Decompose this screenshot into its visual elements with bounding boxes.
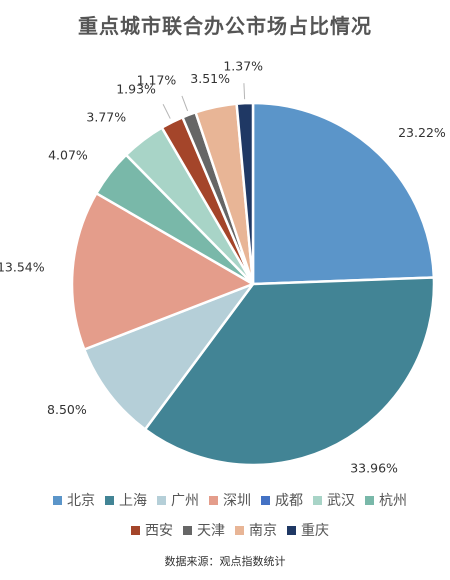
legend-item-成都: 成都	[261, 490, 303, 510]
legend-label: 广州	[171, 493, 199, 509]
leader-line-重庆	[243, 83, 246, 100]
pie-slice-重庆	[235, 101, 255, 286]
legend-swatch	[365, 495, 374, 505]
legend-label: 重庆	[301, 523, 329, 539]
pie-chart: 23.22%33.96%8.50%13.54%4.07%3.77%1.93%1.…	[0, 59, 446, 476]
slice-label-天津: 1.17%	[137, 73, 177, 88]
slice-label-上海: 33.96%	[350, 461, 398, 476]
legend-swatch	[235, 525, 244, 535]
legend-item-北京: 北京	[53, 490, 95, 510]
leader-line-西安	[162, 104, 171, 119]
legend-swatch	[209, 495, 218, 505]
slice-label-广州: 8.50%	[47, 402, 87, 417]
pie-slice-广州	[83, 282, 255, 431]
legend-item-重庆: 重庆	[287, 520, 329, 540]
legend-swatch	[131, 525, 140, 535]
chart-legend: 北京 上海 广州 深圳 成都 武汉 杭州西安 天津 南京 重庆	[40, 490, 420, 540]
pie-slice-深圳	[70, 192, 255, 351]
legend-swatch	[105, 495, 114, 505]
legend-swatch	[261, 495, 270, 505]
legend-swatch	[313, 495, 322, 505]
slice-label-武汉: 3.77%	[86, 109, 126, 124]
legend-label: 武汉	[327, 493, 355, 509]
legend-label: 深圳	[223, 493, 251, 509]
leader-line-天津	[181, 95, 189, 112]
legend-swatch	[53, 495, 62, 505]
legend-swatch	[287, 525, 296, 535]
legend-item-西安: 西安	[131, 520, 173, 540]
pie-slice-上海	[143, 276, 436, 467]
slice-label-杭州: 4.07%	[48, 147, 88, 162]
legend-swatch	[157, 495, 166, 505]
legend-swatch	[183, 525, 192, 535]
legend-label: 北京	[67, 493, 95, 509]
legend-label: 上海	[119, 493, 147, 509]
legend-item-武汉: 武汉	[313, 490, 355, 510]
chart-title: 重点城市联合办公市场占比情况	[78, 14, 372, 38]
slice-label-西安: 1.93%	[116, 81, 156, 96]
pie-slice-北京	[251, 101, 436, 286]
legend-item-南京: 南京	[235, 520, 277, 540]
legend-label: 杭州	[379, 493, 407, 509]
legend-item-广州: 广州	[157, 490, 199, 510]
slice-label-深圳: 13.54%	[0, 259, 45, 274]
legend-item-上海: 上海	[105, 490, 147, 510]
legend-label: 南京	[249, 523, 277, 539]
slice-label-南京: 3.51%	[190, 71, 230, 86]
legend-label: 西安	[145, 523, 173, 539]
legend-label: 天津	[197, 523, 225, 539]
legend-item-杭州: 杭州	[365, 490, 407, 510]
slice-label-北京: 23.22%	[398, 125, 446, 140]
legend-item-天津: 天津	[183, 520, 225, 540]
legend-item-深圳: 深圳	[209, 490, 251, 510]
slice-label-重庆: 1.37%	[223, 59, 263, 74]
legend-label: 成都	[275, 493, 303, 509]
data-source: 数据来源：观点指数统计	[164, 555, 286, 568]
